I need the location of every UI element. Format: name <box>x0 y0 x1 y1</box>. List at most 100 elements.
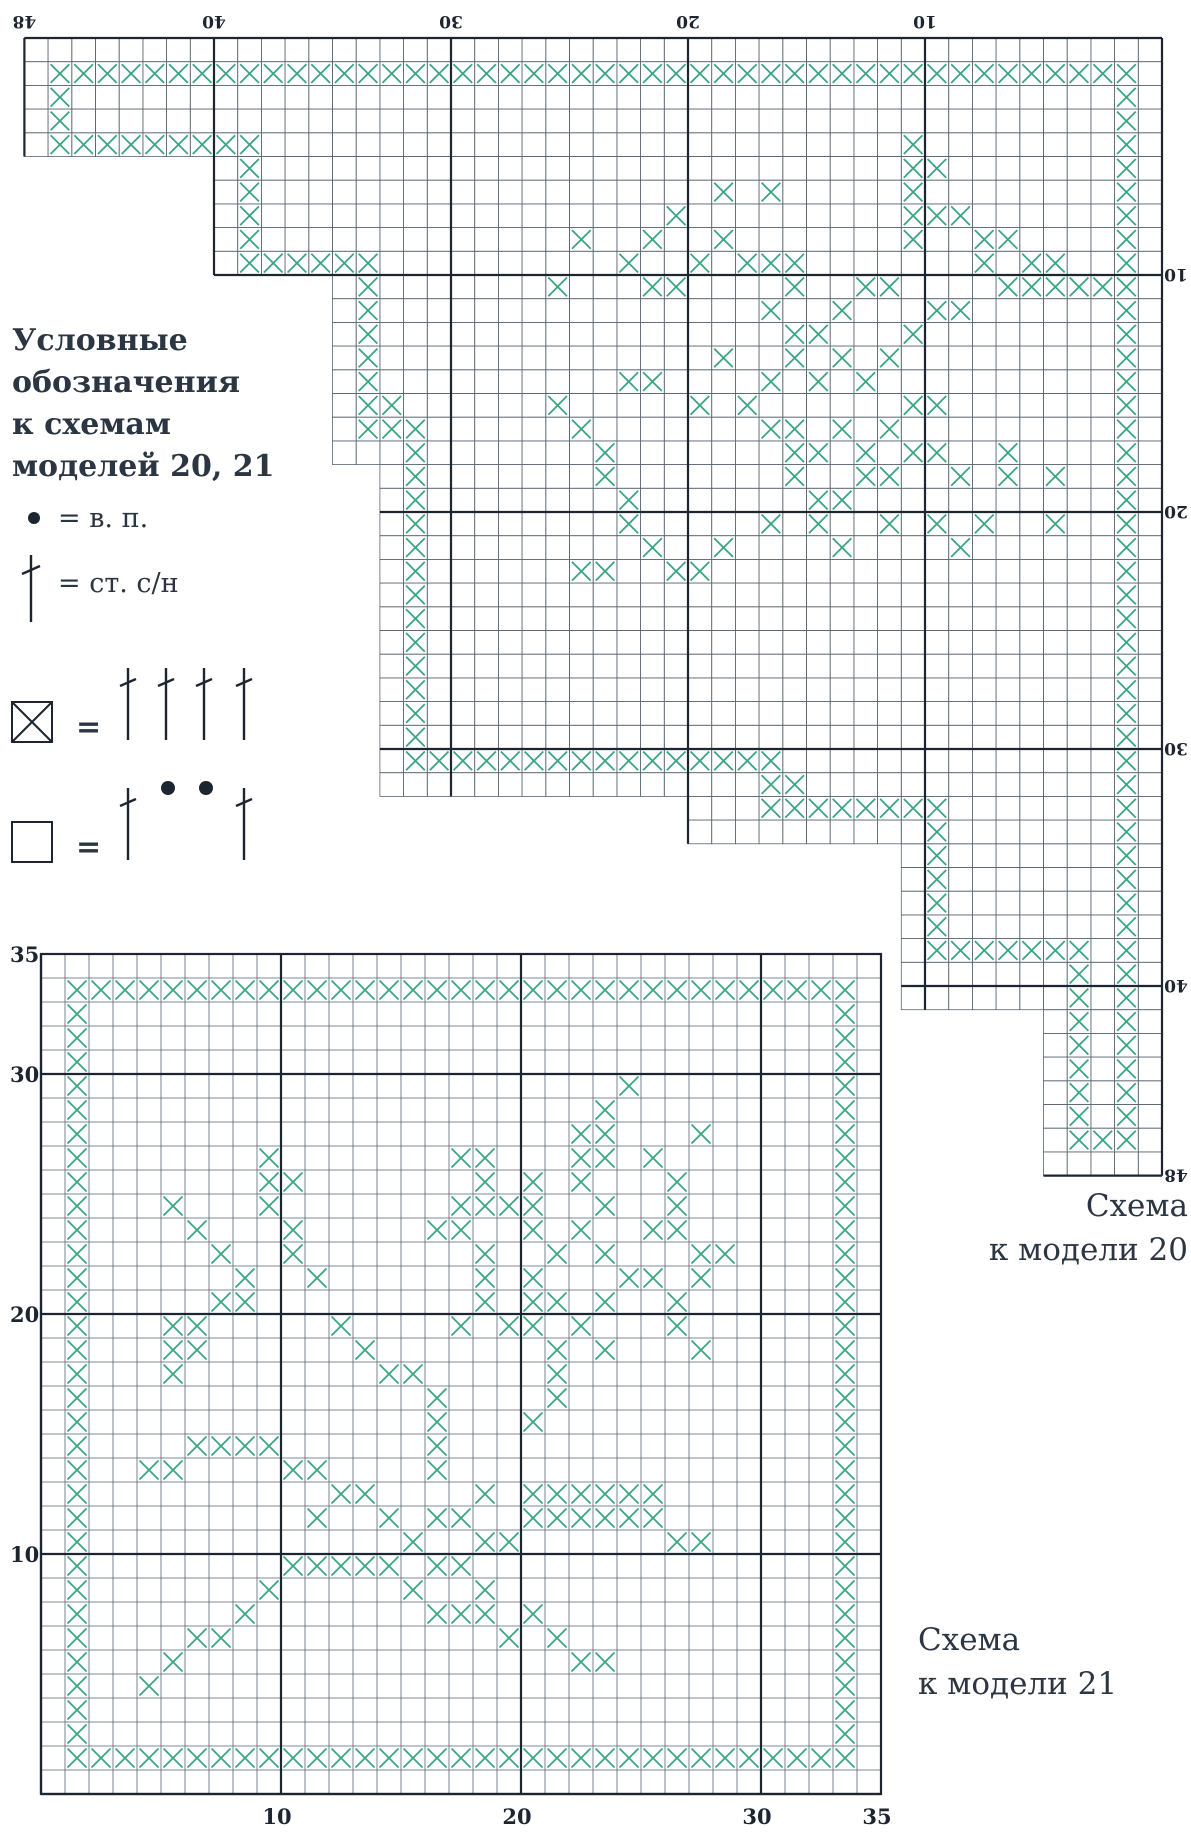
stitch-cell <box>690 1339 712 1361</box>
stitch-cell <box>834 1147 856 1169</box>
stitch-cell <box>738 1747 760 1769</box>
stitch-cell <box>594 1147 616 1169</box>
stitch-cell <box>547 63 568 84</box>
stitch-cell <box>1116 347 1137 368</box>
top-tick-label: 20 <box>676 11 700 31</box>
stitch-cell <box>1116 798 1137 819</box>
stitch-cell <box>618 253 639 274</box>
stitch-cell <box>594 1339 616 1361</box>
stitch-cell <box>1021 63 1042 84</box>
stitch-cell <box>426 979 448 1001</box>
stitch-cell <box>808 371 829 392</box>
stitch-cell <box>1116 561 1137 582</box>
stitch-cell <box>832 419 853 440</box>
stitch-cell <box>594 1195 616 1217</box>
stitch-cell <box>642 537 663 558</box>
legend-title-line-4: моделей 20, 21 <box>12 449 274 484</box>
stitch-cell <box>215 134 236 155</box>
stitch-cell <box>258 979 280 1001</box>
stitch-cell <box>570 1747 592 1769</box>
stitch-cell <box>239 134 260 155</box>
stitch-cell <box>666 1171 688 1193</box>
stitch-cell <box>832 537 853 558</box>
stitch-cell <box>258 1747 280 1769</box>
stitch-cell <box>738 979 760 1001</box>
stitch-cell <box>474 1267 496 1289</box>
stitch-cell <box>66 1387 88 1409</box>
stitch-cell <box>405 490 426 511</box>
stitch-cell <box>234 1291 256 1313</box>
stitch-cell <box>186 1747 208 1769</box>
stitch-cell <box>192 63 213 84</box>
stitch-cell <box>426 1387 448 1409</box>
stitch-cell <box>282 1555 304 1577</box>
stitch-cell <box>258 1171 280 1193</box>
stitch-cell <box>737 63 758 84</box>
stitch-cell <box>97 63 118 84</box>
left-tick-label: 30 <box>10 1062 39 1087</box>
stitch-cell <box>405 442 426 463</box>
stitch-cell <box>570 1315 592 1337</box>
stitch-cell <box>666 561 687 582</box>
stitch-cell <box>834 1267 856 1289</box>
left-tick-label: 35 <box>10 942 39 967</box>
stitch-cell <box>570 1147 592 1169</box>
stitch-cell <box>1116 632 1137 653</box>
stitch-cell <box>405 513 426 534</box>
stitch-cell <box>162 1747 184 1769</box>
stitch-cell <box>879 798 900 819</box>
stitch-cell <box>522 1483 544 1505</box>
stitch-cell <box>642 1747 664 1769</box>
stitch-cell <box>926 205 947 226</box>
stitch-cell <box>666 63 687 84</box>
stitch-cell <box>522 1219 544 1241</box>
stitch-cell <box>450 1555 472 1577</box>
stitch-cell <box>546 1507 568 1529</box>
stitch-cell <box>903 158 924 179</box>
stitch-cell <box>258 1435 280 1457</box>
stitch-cell <box>834 1627 856 1649</box>
stitch-cell <box>666 1315 688 1337</box>
stitch-cell <box>571 750 592 771</box>
stitch-cell <box>354 1339 376 1361</box>
stitch-cell <box>162 1459 184 1481</box>
stitch-cell <box>258 1147 280 1169</box>
stitch-cell <box>689 395 710 416</box>
stitch-cell <box>426 1219 448 1241</box>
stitch-cell <box>358 347 379 368</box>
stitch-cell <box>330 1483 352 1505</box>
stitch-cell <box>66 979 88 1001</box>
stitch-cell <box>121 134 142 155</box>
stitch-cell <box>405 63 426 84</box>
stitch-cell <box>832 798 853 819</box>
stitch-cell <box>162 1651 184 1673</box>
stitch-cell <box>666 1291 688 1313</box>
stitch-cell <box>737 253 758 274</box>
stitch-cell <box>974 513 995 534</box>
stitch-cell <box>330 1555 352 1577</box>
stitch-cell <box>974 229 995 250</box>
stitch-cell <box>903 798 924 819</box>
stitch-cell <box>1116 490 1137 511</box>
right-tick-label: 20 <box>1164 501 1188 521</box>
stitch-cell <box>258 1579 280 1601</box>
stitch-cell <box>474 1603 496 1625</box>
stitch-cell <box>282 1747 304 1769</box>
stitch-cell <box>571 561 592 582</box>
stitch-cell <box>926 821 947 842</box>
stitch-cell <box>114 1747 136 1769</box>
stitch-cell <box>714 1747 736 1769</box>
stitch-cell <box>378 1555 400 1577</box>
stitch-cell <box>358 300 379 321</box>
stitch-cell <box>784 442 805 463</box>
stitch-cell <box>66 1219 88 1241</box>
stitch-cell <box>1116 395 1137 416</box>
stitch-cell <box>138 1747 160 1769</box>
stitch-cell <box>282 1171 304 1193</box>
stitch-cell <box>570 1123 592 1145</box>
stitch-cell <box>1116 1130 1137 1151</box>
stitch-cell <box>49 87 70 108</box>
stitch-cell <box>974 63 995 84</box>
stitch-cell <box>429 63 450 84</box>
stitch-cell <box>66 1291 88 1313</box>
